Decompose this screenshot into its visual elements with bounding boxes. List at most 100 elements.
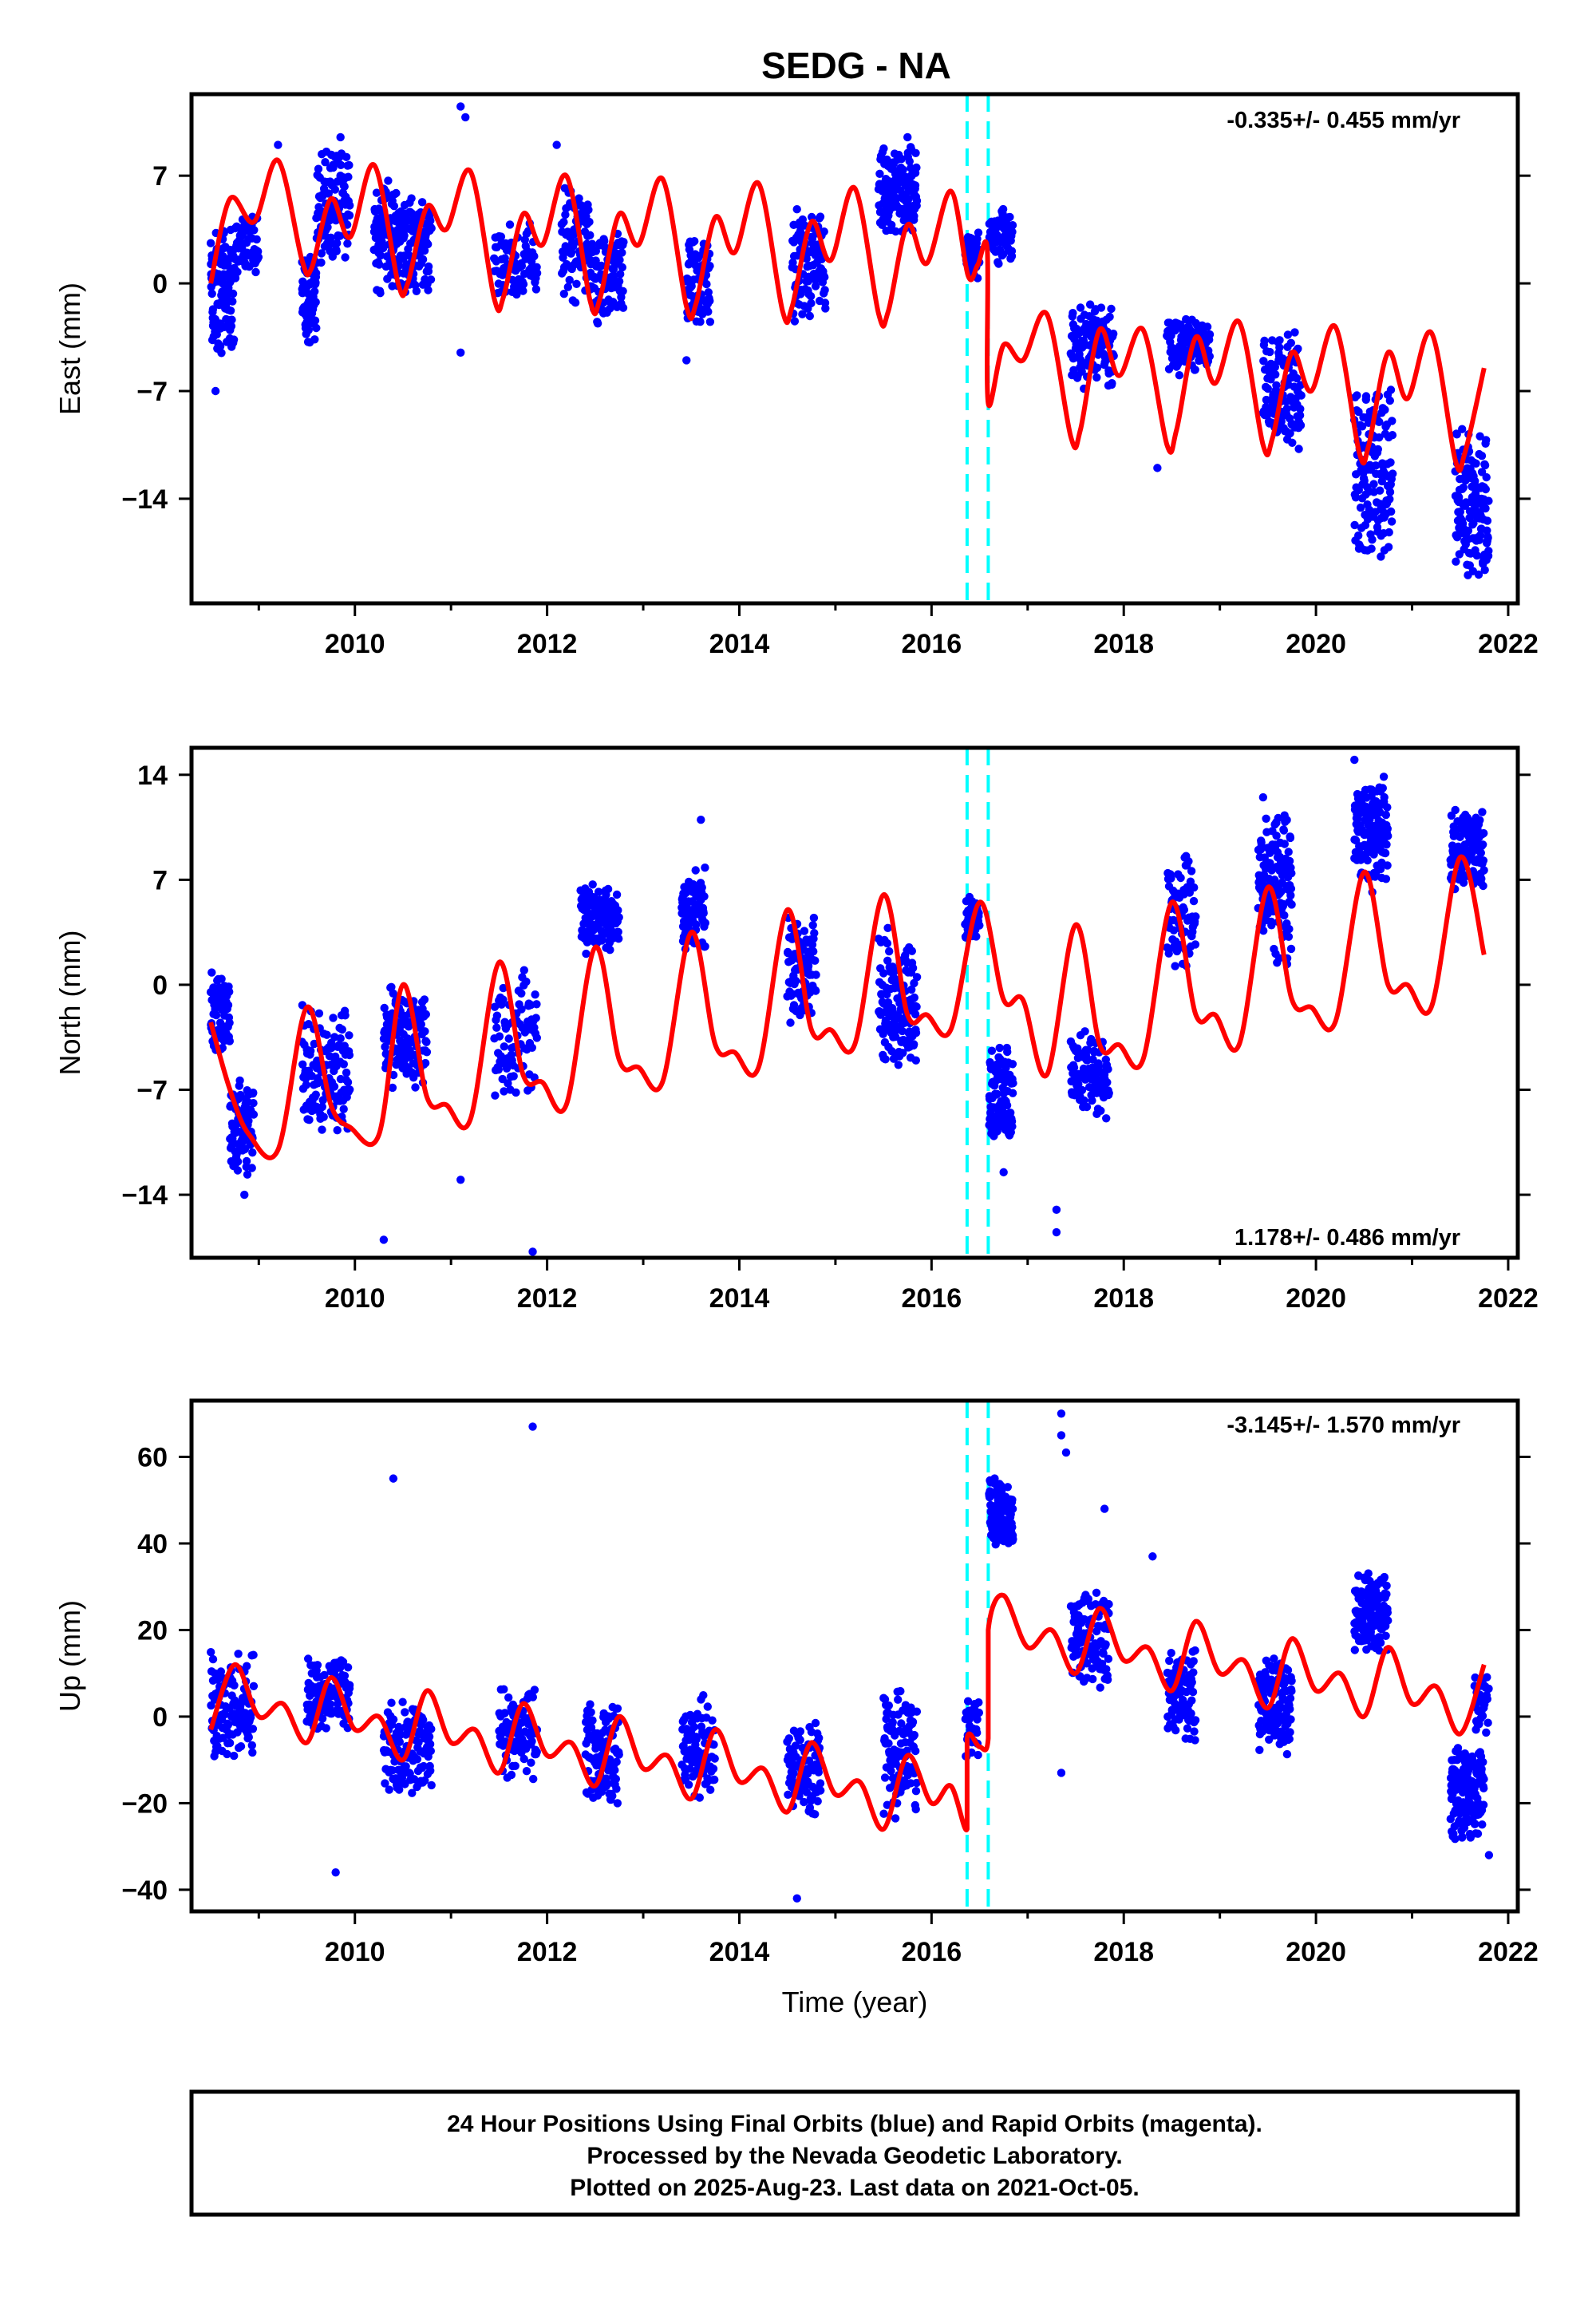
north-data-point — [527, 1043, 536, 1053]
north-data-point — [1069, 1063, 1079, 1072]
east-data-point — [324, 189, 333, 198]
east-data-point — [998, 204, 1008, 214]
north-outlier-point-8 — [1258, 792, 1268, 802]
east-model-curve — [208, 157, 1487, 473]
east-data-point — [1384, 543, 1393, 551]
north-data-point — [242, 1156, 251, 1166]
up-data-point — [1103, 1675, 1112, 1684]
up-data-point — [511, 1761, 519, 1770]
east-data-point — [618, 263, 626, 272]
north-data-point — [207, 968, 216, 977]
north-data-point — [339, 1060, 348, 1069]
east-panel: 2010 2012 2014 2016 2018 2020 2022−14−707East … — [53, 92, 1539, 659]
north-outlier-point-2 — [456, 1176, 465, 1184]
north-data-point — [504, 1079, 512, 1088]
north-data-point — [1477, 874, 1486, 883]
up-cluster-1 — [302, 1654, 354, 1733]
north-data-point — [1104, 1089, 1113, 1098]
east-data-point — [616, 270, 625, 279]
north-data-point — [381, 1042, 389, 1052]
east-x-tick-label-0: 2010 — [325, 629, 385, 659]
north-data-point — [1285, 924, 1294, 934]
north-data-point — [1284, 848, 1293, 856]
east-data-point — [311, 298, 320, 306]
north-data-point — [244, 1117, 253, 1125]
north-data-point — [1088, 1096, 1096, 1105]
north-data-point — [912, 1002, 921, 1011]
up-data-point — [587, 1708, 595, 1717]
east-data-point — [1481, 484, 1491, 494]
up-data-point — [1088, 1674, 1097, 1684]
north-data-point — [908, 963, 918, 973]
east-data-point — [1474, 570, 1483, 579]
north-data-point — [249, 1110, 259, 1119]
north-data-point — [331, 1052, 340, 1061]
east-data-point — [792, 205, 801, 214]
east-data-point — [310, 316, 320, 325]
up-data-point — [395, 1737, 404, 1746]
up-data-point — [426, 1746, 435, 1756]
north-data-point — [700, 892, 709, 901]
north-data-point — [1189, 896, 1199, 906]
east-data-point — [1085, 300, 1095, 309]
up-data-point — [708, 1716, 717, 1725]
north-data-point — [327, 1043, 336, 1053]
east-data-point — [228, 289, 238, 298]
north-data-point — [582, 949, 591, 958]
east-data-point — [427, 223, 436, 233]
north-outlier-point-4 — [697, 816, 705, 824]
east-data-point — [820, 227, 828, 236]
up-data-point — [880, 1773, 890, 1782]
up-data-point — [613, 1704, 622, 1713]
north-x-tick-label-5: 2020 — [1286, 1283, 1346, 1314]
east-data-point — [1295, 411, 1305, 420]
north-data-point — [1266, 847, 1275, 856]
east-data-point — [1263, 384, 1273, 393]
east-data-point — [821, 304, 830, 313]
east-data-point — [591, 275, 600, 283]
north-data-point — [1282, 816, 1291, 824]
north-data-point — [1381, 848, 1390, 858]
east-data-point — [1275, 336, 1284, 345]
north-data-point — [612, 890, 622, 899]
north-data-point — [1103, 1078, 1112, 1087]
north-cluster-12 — [1163, 852, 1200, 970]
north-data-point — [492, 1011, 502, 1020]
east-x-tick-label-3: 2016 — [902, 629, 962, 659]
north-data-point — [1257, 841, 1266, 851]
east-x-tick-label-5: 2020 — [1286, 629, 1346, 659]
north-cluster-6 — [678, 864, 709, 954]
up-cluster-7 — [879, 1686, 922, 1823]
east-data-point — [229, 335, 239, 344]
north-data-point — [499, 983, 508, 993]
east-data-point — [330, 185, 340, 194]
north-data-point — [420, 995, 429, 1004]
north-data-point — [701, 942, 709, 951]
east-data-point — [346, 201, 354, 210]
north-x-tick-label-3: 2016 — [902, 1283, 962, 1314]
east-cluster-3 — [312, 147, 354, 267]
east-data-point — [1077, 367, 1086, 376]
east-data-point — [1205, 330, 1215, 339]
up-data-point — [709, 1765, 718, 1773]
east-data-point — [1458, 425, 1467, 433]
north-data-point — [329, 1014, 338, 1022]
east-data-point — [238, 231, 247, 240]
north-data-point — [322, 1030, 331, 1039]
east-data-point — [312, 323, 321, 333]
north-cluster-11 — [1066, 1027, 1113, 1123]
up-data-point — [207, 1648, 215, 1657]
east-data-point — [1357, 422, 1367, 431]
up-data-point — [974, 1708, 984, 1717]
east-data-point — [1455, 492, 1464, 502]
east-outlier-point-3 — [456, 102, 465, 111]
up-data-point — [247, 1741, 256, 1750]
north-data-point — [302, 1081, 310, 1089]
east-data-point — [1174, 359, 1183, 368]
east-data-point — [317, 258, 326, 267]
north-frame — [189, 745, 1520, 1260]
up-data-point — [427, 1725, 436, 1733]
up-data-point — [1008, 1523, 1017, 1531]
north-y-tick-label-0: −14 — [121, 1180, 168, 1211]
east-data-point — [1354, 531, 1363, 540]
